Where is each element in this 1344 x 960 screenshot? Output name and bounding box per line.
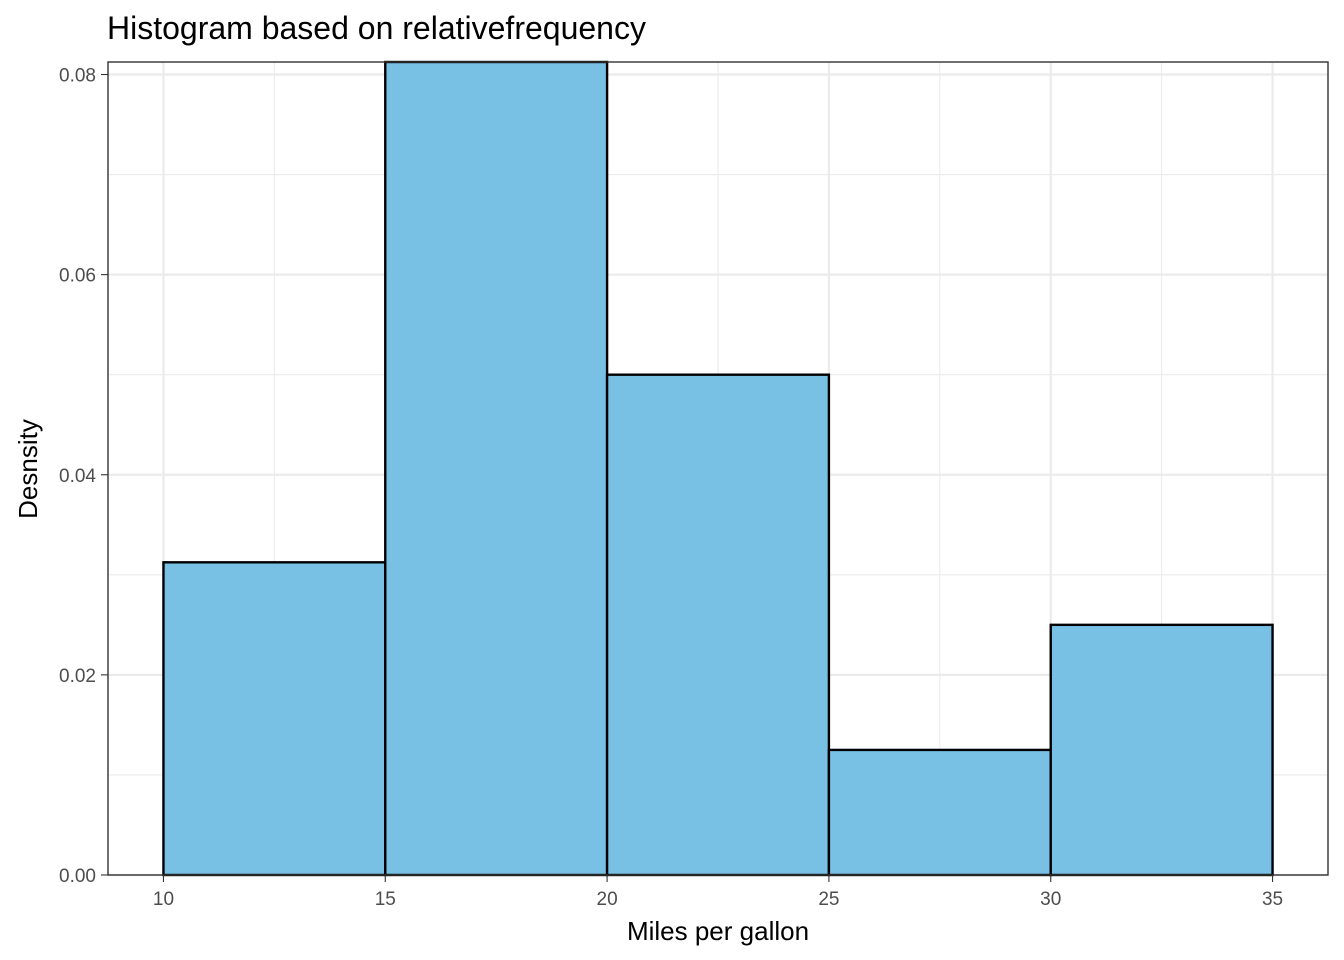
panel-border [107, 61, 1329, 876]
y-axis: 0.00 0.02 0.04 0.06 0.08 [59, 66, 108, 887]
histogram-bar-4 [827, 748, 1052, 877]
y-tick-label: 0.04 [59, 466, 96, 487]
x-tick-label: 35 [1262, 889, 1283, 910]
x-tick-label: 10 [153, 889, 174, 910]
y-axis-title: Desnsity [13, 419, 43, 519]
histogram-bar-2 [384, 60, 609, 877]
histogram-bar-3 [605, 373, 831, 877]
x-tick-label: 30 [1040, 889, 1061, 910]
x-tick-label: 25 [818, 889, 839, 910]
y-tick-label: 0.00 [59, 866, 96, 887]
histogram-bar-1 [162, 561, 387, 877]
x-axis: 10 15 20 25 30 35 [153, 875, 1283, 910]
histogram-bar-5 [1049, 623, 1274, 877]
x-axis-title: Miles per gallon [627, 916, 809, 946]
x-tick-label: 20 [597, 889, 618, 910]
y-tick-label: 0.02 [59, 666, 96, 687]
x-tick-label: 15 [375, 889, 396, 910]
chart-title: Histogram based on relativefrequency [107, 10, 646, 46]
y-tick-label: 0.06 [59, 266, 96, 287]
y-tick-label: 0.08 [59, 66, 96, 87]
histogram-bars [162, 60, 1274, 877]
